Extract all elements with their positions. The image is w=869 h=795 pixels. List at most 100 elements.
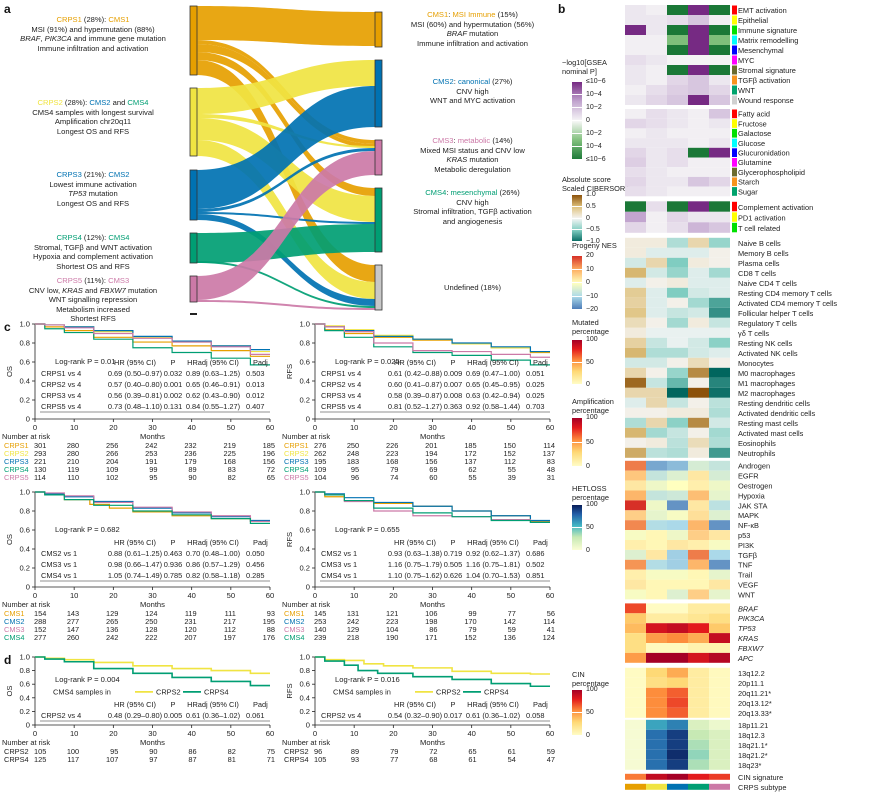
x-tick-label: 50 xyxy=(507,591,515,600)
panel-b-letter: b xyxy=(558,2,566,16)
hr-table-cell: 0.703 xyxy=(526,402,545,411)
row-label-signature: Mesenchymal xyxy=(738,46,784,55)
heatmap-cell xyxy=(625,85,646,95)
cms-name: CMS1 xyxy=(427,10,449,19)
crps-heading: CRPS2 (28%): CMS2 and CMS4 xyxy=(0,98,186,108)
legend-tick-label: 50 xyxy=(586,709,594,716)
legend-prefix: CMS4 samples in xyxy=(333,687,391,696)
heatmap-cell xyxy=(667,201,688,212)
risk-count: 260 xyxy=(67,633,79,642)
heatmap-cell xyxy=(625,470,646,481)
legend-tick-mark xyxy=(569,504,585,505)
crps-percent: (21%): xyxy=(81,170,109,179)
heatmap-cell xyxy=(625,337,646,348)
heatmap-cell xyxy=(667,667,688,678)
heatmap-cell xyxy=(709,549,730,560)
survival-curve-CRPS4 xyxy=(315,656,550,688)
heatmap-cell xyxy=(709,186,730,197)
row-label-metabolism: Sugar xyxy=(738,187,758,196)
gene-name: KRAS xyxy=(62,285,83,295)
risk-count: 89 xyxy=(351,747,359,756)
y-axis-label: RFS xyxy=(285,364,294,379)
hr-table-header: Padj xyxy=(533,700,548,709)
risk-count: 185 xyxy=(263,441,275,450)
row-label-immune-cells: Follicular helper T cells xyxy=(738,309,814,318)
hr-table-header: HR (95% CI) xyxy=(394,538,436,547)
heatmap-cell xyxy=(625,377,646,388)
legend-tick-label: −10 xyxy=(586,292,598,300)
heatmap-cell xyxy=(667,589,688,600)
survival-curve-CRPS4 xyxy=(35,323,270,366)
legend-tick-mark xyxy=(569,282,585,283)
x-tick-label: 0 xyxy=(313,729,317,738)
heatmap-cell xyxy=(625,530,646,540)
heatmap-cell xyxy=(688,118,709,129)
heatmap-cell xyxy=(625,697,646,708)
risk-count: 137 xyxy=(464,457,476,466)
row-label-signature: TGFβ activation xyxy=(738,76,790,85)
x-tick-label: 20 xyxy=(389,591,397,600)
hr-table-cell: 0.131 xyxy=(164,402,183,411)
sankey-flow-CRPS1-CMS4 xyxy=(197,52,375,196)
legend-title-line: Progeny NES xyxy=(572,241,617,250)
heatmap-cell xyxy=(709,35,730,45)
risk-count: 242 xyxy=(145,441,157,450)
risk-count: 231 xyxy=(184,617,196,626)
heatmap-cell xyxy=(709,490,730,501)
survival-curve-CMS4 xyxy=(35,491,270,524)
category-color-tag xyxy=(732,167,737,177)
legend-prefix: CMS4 samples in xyxy=(53,687,111,696)
heatmap-cell xyxy=(625,138,646,148)
x-tick-label: 0 xyxy=(33,591,37,600)
survival-curve-CRPS5 xyxy=(35,323,270,355)
description-line: Hypoxia and complement activation xyxy=(33,252,153,262)
hr-table-cell: 0.61 (0.42–0.88) xyxy=(388,369,442,378)
legend-tick-mark xyxy=(569,159,585,160)
sankey-diagram xyxy=(189,5,383,315)
legend-tick-label: 0 xyxy=(586,117,590,124)
crps-description-1: CRPS1 (28%): CMS1 MSI (91%) and hypermuta… xyxy=(0,15,186,53)
heatmap-cell xyxy=(688,397,709,408)
hr-table-cell: CRPS2 vs 4 xyxy=(41,380,81,389)
risk-group-name: CMS2 xyxy=(284,617,305,626)
legend-label-crps2: CRPS2 xyxy=(436,687,461,696)
risk-count: 99 xyxy=(149,465,157,474)
hr-table-cell: CRPS1 vs 4 xyxy=(41,369,81,378)
y-tick-label: 0 xyxy=(306,415,310,424)
risk-count: 69 xyxy=(429,465,437,474)
risk-count: 89 xyxy=(188,465,196,474)
legend-title-4: Mutated percentage xyxy=(572,318,609,336)
heatmap-cell xyxy=(667,277,688,288)
heatmap-cell xyxy=(709,201,730,212)
risk-count: 124 xyxy=(145,609,157,618)
legend-tick-label: 10−2 xyxy=(586,130,602,137)
heatmap-cell xyxy=(646,35,667,45)
gene-name: KRAS xyxy=(446,155,468,165)
risk-count: 239 xyxy=(314,633,326,642)
hr-table-cell: CRPS3 vs 4 xyxy=(41,391,81,400)
risk-count: 79 xyxy=(390,465,398,474)
x-tick-label: 10 xyxy=(70,423,78,432)
row-label-loh: 18q21.2* xyxy=(738,751,768,760)
row-label-mutation: BRAF xyxy=(738,604,758,613)
description-line: and angiogenesis xyxy=(442,216,503,226)
heatmap-cell xyxy=(646,510,667,521)
sankey-node-CMS3 xyxy=(374,139,383,176)
legend-title-2: Absolute score Scaled CIBERSORT xyxy=(562,175,630,193)
cms-subtitle: metabolic xyxy=(457,136,491,145)
risk-count: 140 xyxy=(314,625,326,634)
y-tick-label: 0.2 xyxy=(19,396,30,405)
hr-table-cell: 1.10 (0.75–1.62) xyxy=(388,571,442,580)
cms-name: CMS2 xyxy=(432,77,454,86)
hr-table-cell: 0.69 (0.47–1.00) xyxy=(466,369,520,378)
heatmap-cell xyxy=(709,45,730,55)
heatmap-cell xyxy=(625,211,646,223)
category-color-tag xyxy=(732,177,737,187)
heatmap-cell xyxy=(625,719,646,730)
row-label-pathways: TNF xyxy=(738,561,753,570)
heatmap-cell xyxy=(709,297,730,308)
heatmap-cell xyxy=(646,45,667,55)
x-tick-label: 0 xyxy=(313,423,317,432)
heatmap-cell xyxy=(709,559,730,570)
x-tick-label: 60 xyxy=(266,729,274,738)
